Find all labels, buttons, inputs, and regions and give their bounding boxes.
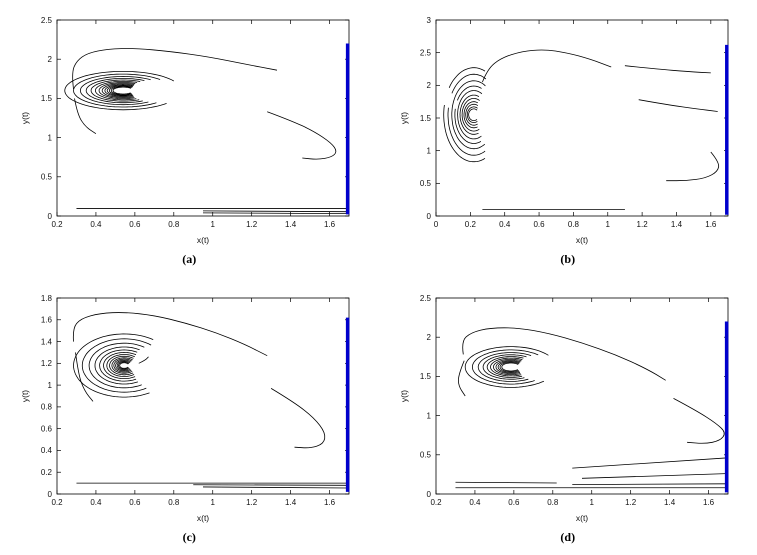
svg-text:0.4: 0.4: [41, 446, 53, 455]
svg-text:x(t): x(t): [576, 513, 588, 523]
svg-text:0.5: 0.5: [41, 173, 53, 182]
svg-text:1.2: 1.2: [246, 498, 258, 507]
svg-text:0.6: 0.6: [41, 424, 53, 433]
svg-text:2: 2: [426, 333, 431, 342]
svg-text:0: 0: [48, 212, 53, 221]
svg-text:1.2: 1.2: [246, 220, 258, 229]
svg-text:0.4: 0.4: [91, 498, 103, 507]
svg-text:y(t): y(t): [20, 112, 30, 124]
svg-text:x(t): x(t): [197, 513, 209, 523]
svg-text:0.4: 0.4: [91, 220, 103, 229]
svg-text:0.2: 0.2: [430, 498, 442, 507]
svg-text:1: 1: [589, 498, 594, 507]
svg-text:1.5: 1.5: [420, 114, 432, 123]
svg-text:0.4: 0.4: [469, 498, 481, 507]
svg-text:0.2: 0.2: [52, 220, 64, 229]
svg-text:1.2: 1.2: [625, 498, 637, 507]
svg-text:0: 0: [48, 489, 53, 498]
svg-text:1.4: 1.4: [285, 220, 297, 229]
svg-text:1.6: 1.6: [703, 498, 715, 507]
panel-d-caption: (d): [560, 529, 576, 544]
svg-text:0.5: 0.5: [420, 179, 432, 188]
panel-c: 0.2 0.4 0.6 0.8 1 1.2 1.4 1.6 0 0.2 0.4 0.6 0.8 1 1.2 1…: [0, 278, 379, 555]
svg-text:1: 1: [48, 133, 53, 142]
svg-text:1.4: 1.4: [671, 220, 683, 229]
svg-text:2.5: 2.5: [41, 16, 53, 25]
svg-text:1.4: 1.4: [664, 498, 676, 507]
svg-text:1.6: 1.6: [324, 220, 336, 229]
svg-text:1.6: 1.6: [41, 315, 53, 324]
svg-text:2.5: 2.5: [420, 48, 432, 57]
svg-text:1.6: 1.6: [705, 220, 717, 229]
panel-d: 0.2 0.4 0.6 0.8 1 1.2 1.4 1.6 0 0.5 1 1.5 2 2.5 x(t) y(…: [379, 278, 757, 555]
svg-text:0.6: 0.6: [508, 498, 520, 507]
panel-b-caption: (b): [560, 252, 576, 266]
svg-text:1: 1: [211, 220, 216, 229]
svg-text:0.2: 0.2: [41, 468, 53, 477]
svg-text:2.5: 2.5: [420, 293, 432, 302]
panel-a: 0.2 0.4 0.6 0.8 1 1.2 1.4 1.6 0 0.5 1 1.5 2 2.5 x(t) y(…: [0, 0, 379, 278]
svg-text:0: 0: [426, 212, 431, 221]
svg-text:1.4: 1.4: [41, 337, 53, 346]
svg-text:0.2: 0.2: [52, 498, 64, 507]
svg-text:1.8: 1.8: [41, 293, 53, 302]
phase-portrait-b: 0 0.2 0.4 0.6 0.8 1 1.2 1.4 1.6 0 0.5 1 1.5 2 2.5 3 x(t)…: [399, 16, 729, 245]
svg-text:y(t): y(t): [20, 389, 30, 401]
svg-text:1.2: 1.2: [636, 220, 648, 229]
svg-text:1.5: 1.5: [41, 94, 53, 103]
panel-a-caption: (a): [182, 252, 197, 266]
svg-text:0.8: 0.8: [168, 498, 180, 507]
svg-text:1.4: 1.4: [285, 498, 297, 507]
svg-text:y(t): y(t): [399, 389, 409, 401]
svg-text:0: 0: [434, 220, 439, 229]
svg-text:0.2: 0.2: [465, 220, 477, 229]
panel-b: 0 0.2 0.4 0.6 0.8 1 1.2 1.4 1.6 0 0.5 1 1.5 2 2.5 3 x(t)…: [379, 0, 757, 278]
svg-text:x(t): x(t): [576, 235, 588, 245]
svg-text:0.6: 0.6: [533, 220, 545, 229]
svg-text:0.6: 0.6: [130, 220, 142, 229]
svg-text:0.4: 0.4: [499, 220, 511, 229]
svg-text:1: 1: [605, 220, 610, 229]
panel-c-caption: (c): [182, 529, 196, 544]
svg-text:x(t): x(t): [197, 235, 209, 245]
phase-portrait-d: 0.2 0.4 0.6 0.8 1 1.2 1.4 1.6 0 0.5 1 1.5 2 2.5 x(t) y(…: [399, 293, 729, 523]
svg-text:1.2: 1.2: [41, 359, 53, 368]
svg-text:0.5: 0.5: [420, 450, 432, 459]
svg-text:0.6: 0.6: [130, 498, 142, 507]
svg-text:0.8: 0.8: [41, 402, 53, 411]
svg-text:1.6: 1.6: [324, 498, 336, 507]
phase-portrait-c: 0.2 0.4 0.6 0.8 1 1.2 1.4 1.600.20.40.60.811.21…: [20, 293, 350, 523]
phase-portrait-a: 0.2 0.4 0.6 0.8 1 1.2 1.4 1.6 0 0.5 1 1.5 2 2.5 x(t) y(…: [20, 16, 350, 245]
svg-text:y(t): y(t): [399, 112, 409, 124]
svg-text:1.5: 1.5: [420, 372, 432, 381]
svg-text:3: 3: [426, 16, 431, 25]
svg-text:0.8: 0.8: [168, 220, 180, 229]
svg-text:2: 2: [426, 81, 431, 90]
svg-text:1: 1: [426, 411, 431, 420]
svg-text:0.8: 0.8: [547, 498, 559, 507]
svg-text:0.8: 0.8: [568, 220, 580, 229]
svg-text:1: 1: [211, 498, 216, 507]
svg-text:1: 1: [48, 380, 53, 389]
svg-text:0: 0: [426, 489, 431, 498]
svg-text:2: 2: [48, 55, 53, 64]
svg-text:1: 1: [426, 146, 431, 155]
